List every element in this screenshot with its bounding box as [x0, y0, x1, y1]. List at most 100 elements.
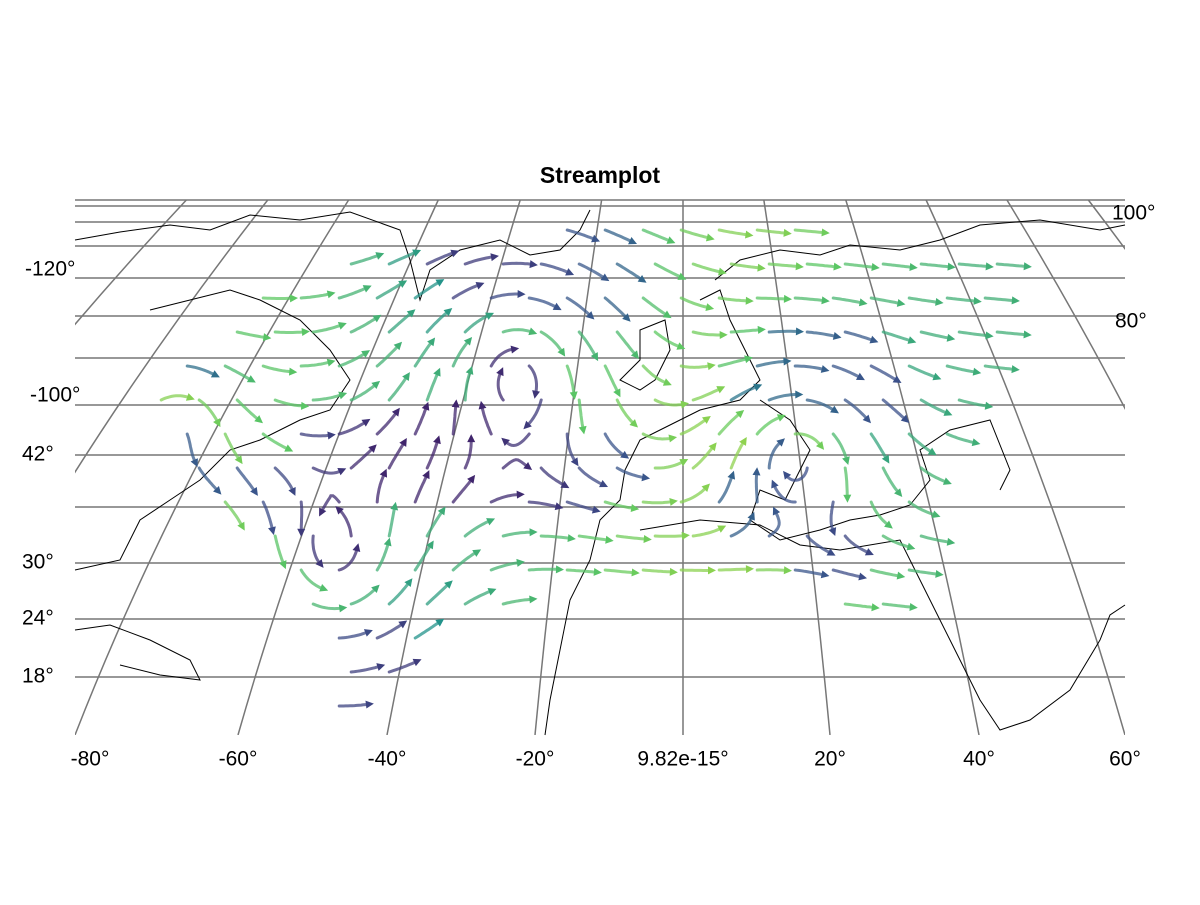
streamline [881, 262, 916, 269]
streamline [565, 500, 599, 513]
stream-arrow [681, 531, 690, 540]
streamline [679, 364, 714, 369]
stream-arrow [862, 414, 872, 424]
stream-arrow [379, 468, 388, 478]
streamline [463, 588, 495, 606]
stream-arrow [892, 375, 902, 384]
streamline [691, 330, 726, 337]
stream-arrow [701, 483, 711, 493]
streamline [273, 398, 307, 408]
stream-arrow [529, 260, 538, 269]
stream-arrow [630, 350, 640, 360]
streamline [337, 545, 359, 572]
stream-arrow [679, 458, 689, 467]
stream-arrow [776, 414, 786, 422]
streamline [413, 619, 443, 640]
x-tick-label: -40° [368, 748, 407, 771]
streamline [729, 438, 747, 470]
stream-arrow [842, 456, 850, 466]
stream-arrow [826, 548, 836, 556]
y-tick-label: 42° [22, 443, 54, 466]
streamline [679, 228, 713, 240]
stream-arrow [485, 312, 495, 320]
streamline [235, 398, 262, 423]
streamline [679, 416, 710, 436]
stream-arrow [815, 441, 825, 450]
streamline [539, 466, 568, 488]
streamline [919, 330, 953, 340]
streamline [641, 228, 674, 244]
stream-arrow [289, 294, 298, 303]
streamline [919, 398, 951, 416]
streamline [451, 282, 483, 300]
stream-arrow [708, 442, 717, 452]
stream-arrow [516, 558, 525, 567]
streamline [501, 597, 535, 606]
stream-arrow [677, 272, 687, 280]
stream-arrow [776, 438, 785, 447]
stream-arrow [319, 507, 327, 517]
streamline [197, 398, 220, 426]
meridian [386, 199, 521, 735]
streamline [235, 466, 258, 495]
y-tick-label: 24° [22, 607, 54, 630]
stream-arrow [972, 367, 982, 376]
stream-arrow [444, 580, 453, 589]
x-tick-label: -60° [219, 748, 258, 771]
streamline [603, 228, 635, 244]
stream-arrow [372, 314, 382, 323]
stream-arrow [590, 352, 599, 362]
x-tick-label: 20° [814, 748, 846, 771]
stream-arrow [971, 438, 981, 447]
stream-arrow [315, 559, 324, 568]
stream-arrow [906, 542, 916, 551]
streamline [653, 262, 685, 280]
stream-arrow [393, 341, 403, 351]
streamline [524, 398, 543, 428]
streamline [319, 494, 341, 515]
streamline [907, 432, 935, 455]
streamline [831, 296, 866, 305]
streamline [463, 313, 492, 334]
meridian [75, 199, 187, 326]
stream-arrow [772, 506, 781, 516]
x-tick-label: -80° [71, 748, 110, 771]
streamline [387, 250, 419, 266]
stream-arrow [569, 391, 578, 400]
streamline [729, 384, 760, 402]
stream-arrow [832, 332, 842, 340]
axis-labels: -80° -60° -40° -20° 9.82e-15° 20° 40° 60… [22, 202, 1155, 771]
streamline [755, 359, 789, 368]
stream-arrow [620, 450, 630, 459]
streamline [375, 280, 406, 300]
stream-arrow [643, 535, 652, 543]
streamline [565, 364, 576, 398]
stream-arrow [404, 578, 413, 588]
streamline [261, 500, 275, 533]
x-tick-label: 9.82e-15° [637, 748, 728, 771]
stream-arrow [821, 228, 830, 237]
streamline [539, 534, 574, 540]
stream-arrow [727, 470, 736, 480]
stream-arrow [390, 501, 399, 511]
streamline [337, 630, 371, 640]
streamline [349, 381, 379, 402]
streamline [793, 228, 828, 235]
stream-arrow [554, 502, 564, 511]
streamline [489, 292, 524, 300]
meridian [237, 199, 439, 735]
stream-arrow [185, 393, 195, 401]
stream-arrow [881, 454, 890, 464]
streamline [771, 481, 797, 504]
streamline [451, 549, 480, 572]
streamline [793, 432, 824, 449]
x-tick-label: 40° [963, 748, 995, 771]
streamline [185, 364, 218, 378]
stream-arrow [570, 457, 579, 467]
streamline [717, 411, 743, 436]
streamline [387, 373, 410, 402]
stream-arrow [669, 497, 678, 506]
stream-arrow [451, 399, 460, 408]
streamline [159, 394, 193, 402]
